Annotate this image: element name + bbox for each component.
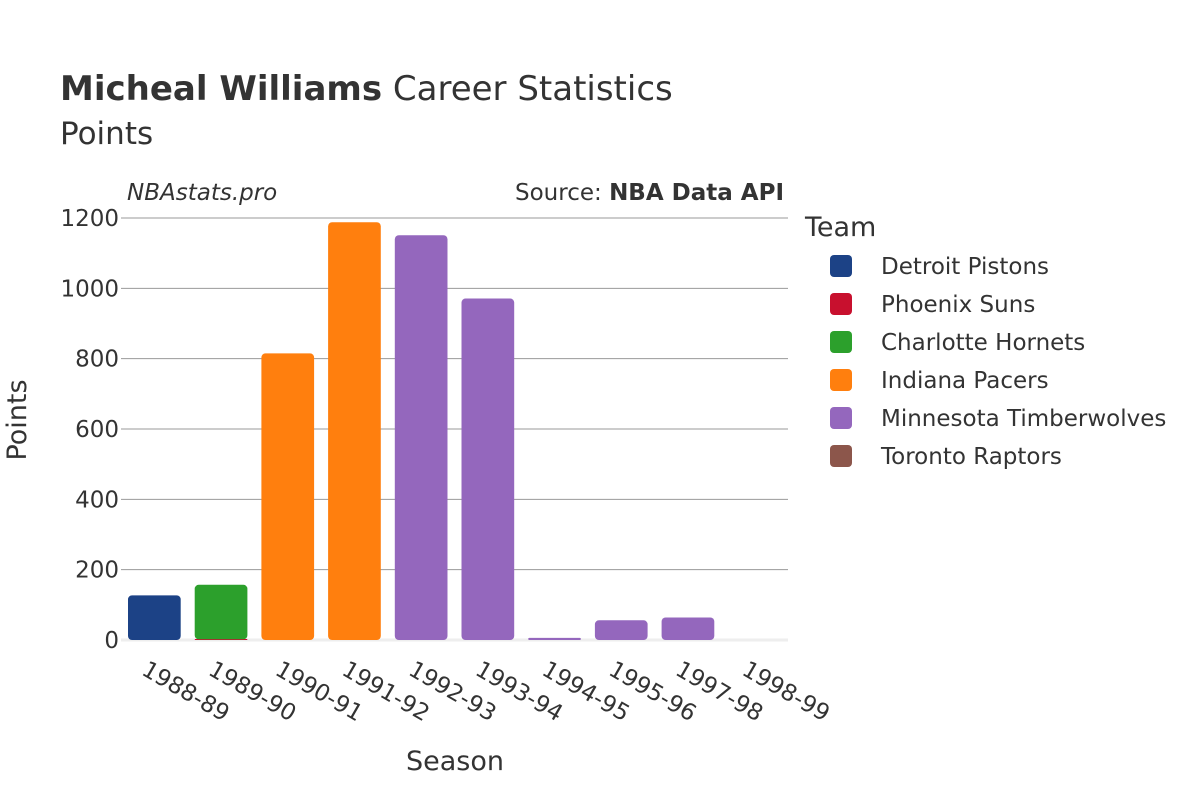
x-tick-labels: 1988-891989-901990-911991-921992-931993-…	[137, 657, 834, 728]
y-tick-label: 600	[75, 417, 119, 443]
y-tick-label: 200	[75, 558, 119, 584]
x-axis-title: Season	[406, 746, 504, 777]
legend-item-label: Detroit Pistons	[881, 254, 1049, 280]
legend-item-label: Indiana Pacers	[881, 368, 1049, 394]
y-tick-labels: 0 200 400 600 800 1000 1200	[60, 206, 119, 654]
source-label: Source: NBA Data API	[515, 180, 784, 206]
legend-title: Team	[804, 212, 876, 243]
bar-1992-93	[394, 235, 448, 640]
bar-1991-92	[328, 222, 381, 640]
y-axis-title: Points	[2, 379, 33, 460]
legend-swatch	[830, 293, 852, 315]
source-value: NBA Data API	[609, 180, 784, 206]
legend-item-label: Minnesota Timberwolves	[881, 406, 1166, 432]
legend: Detroit Pistons Phoenix Suns Charlotte Hor…	[830, 254, 1166, 470]
legend-swatch	[830, 369, 852, 391]
bar-1995-96	[594, 620, 648, 640]
bar-1990-91	[261, 353, 315, 640]
legend-swatch	[830, 407, 852, 429]
chart-subtitle: Points	[60, 116, 153, 152]
source-prefix: Source:	[515, 180, 609, 206]
watermark: NBAstats.pro	[127, 180, 277, 206]
bar-1997-98	[661, 617, 715, 640]
y-tick-label: 1000	[60, 276, 119, 302]
chart-title: Micheal Williams Career Statistics	[60, 69, 673, 109]
legend-swatch	[830, 255, 852, 277]
bar-1993-94	[461, 298, 515, 640]
bar-1994-95	[528, 637, 581, 640]
y-tick-label: 800	[75, 347, 119, 373]
y-tick-label: 0	[104, 628, 119, 654]
y-tick-label: 400	[75, 487, 119, 513]
legend-item-label: Charlotte Hornets	[881, 330, 1085, 356]
bars	[128, 222, 715, 640]
bar-1988-89	[128, 595, 181, 640]
chart-title-player: Micheal Williams	[60, 69, 382, 109]
legend-item-label: Toronto Raptors	[880, 444, 1062, 470]
legend-item-label: Phoenix Suns	[881, 292, 1035, 318]
legend-swatch	[830, 331, 852, 353]
y-gridlines	[121, 217, 788, 642]
y-tick-label: 1200	[60, 206, 119, 232]
chart-title-suffix: Career Statistics	[382, 69, 673, 109]
bar-1989-90	[194, 584, 248, 640]
legend-swatch	[830, 445, 852, 467]
